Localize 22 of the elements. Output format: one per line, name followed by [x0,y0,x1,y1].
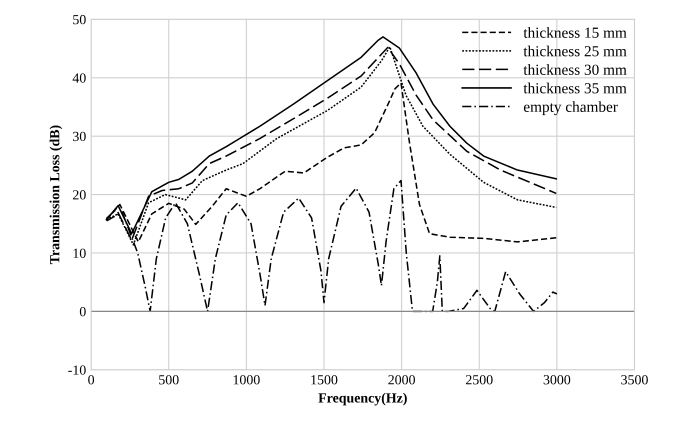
x-tick-label: 1000 [234,375,260,384]
legend-label: thickness 15 mm [523,27,627,38]
x-tick-label: 2000 [388,375,415,384]
y-axis-title: Transmission Loss (dB) [50,125,62,264]
y-tick-label: 20 [72,190,86,200]
y-tick-label: 40 [72,73,86,83]
y-tick-label: 0 [80,306,86,316]
x-tick-label: 3000 [544,375,570,384]
y-tick-label: 30 [73,132,86,142]
y-tick-label: -10 [68,365,86,375]
x-tick-label: 500 [159,375,179,384]
legend-label: thickness 25 mm [523,46,627,56]
y-tick-label: 10 [74,248,86,258]
x-axis-title: Frequency(Hz) [318,392,407,406]
x-tick-label: 1500 [311,375,338,384]
x-tick-label: 3500 [621,375,648,384]
legend-label: thickness 30 mm [523,64,627,75]
legend-label: empty chamber [524,101,618,116]
x-tick-label: 0 [88,375,94,384]
x-tick-label: 2500 [466,375,493,384]
y-tick-label: 50 [73,14,86,24]
legend-label: thickness 35 mm [523,82,627,94]
